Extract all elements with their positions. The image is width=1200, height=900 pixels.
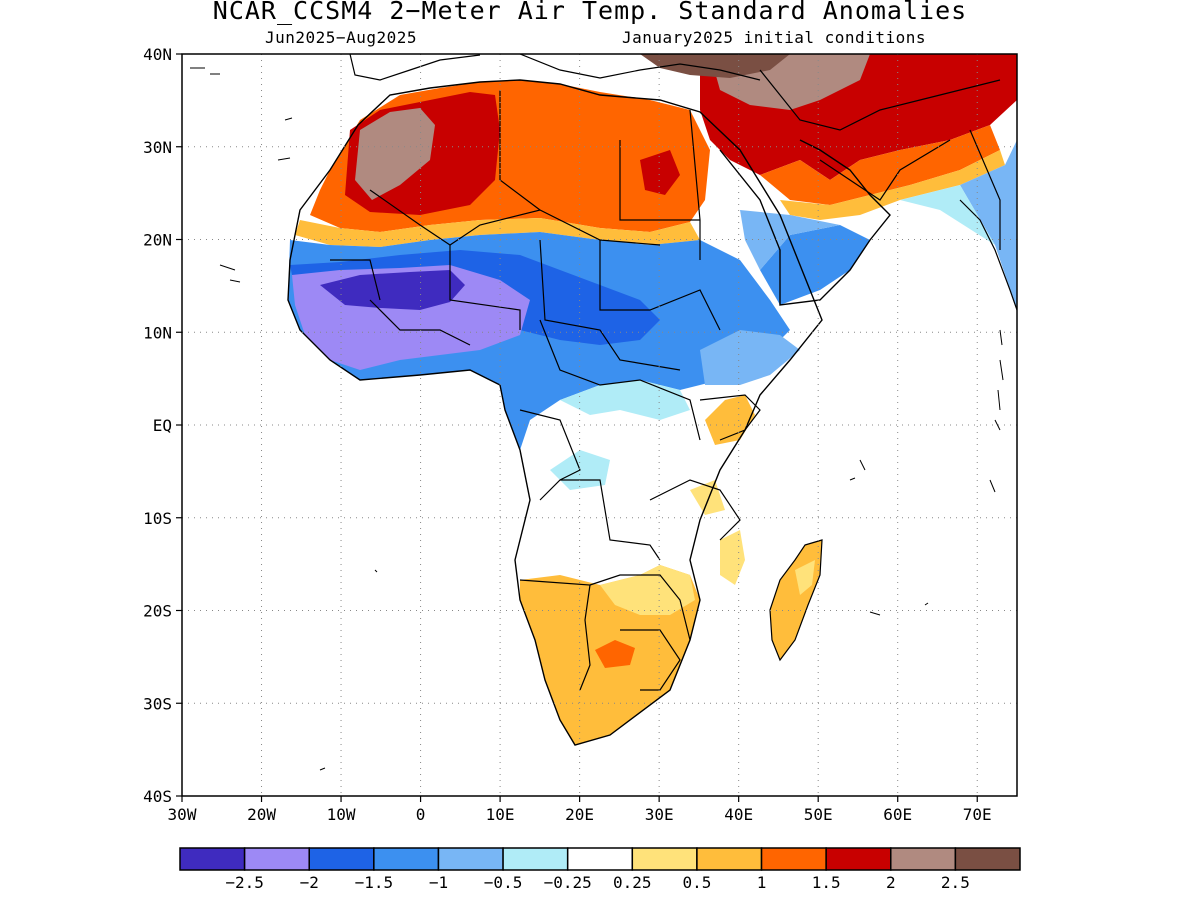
y-tick-label: 30N [143, 138, 172, 157]
colorbar-swatch [308, 847, 375, 871]
anomaly-darkbrown-middle-east [640, 54, 790, 78]
coastline [287, 79, 823, 746]
map-title: NCAR_CCSM4 2−Meter Air Temp. Standard An… [212, 0, 968, 25]
colorbar-label: −1.5 [355, 873, 394, 892]
colorbar-label: −2 [300, 873, 319, 892]
anomaly-lightblue-india [960, 140, 1017, 310]
anomaly-brown-north-africa [355, 108, 435, 200]
europe-coastline [349, 54, 761, 81]
anomaly-palecyan-arabia [900, 185, 995, 245]
colorbar-swatch [890, 847, 957, 871]
subtitle-initial-conditions: January2025 initial conditions [622, 28, 926, 47]
colorbar-swatch [696, 847, 763, 871]
x-tick-label: 10E [486, 805, 515, 824]
anomaly-palecyan-central [560, 380, 690, 420]
colorbar-swatch [566, 847, 634, 871]
anomaly-yellow-zimbabwe [600, 565, 695, 615]
colorbar-swatch [760, 847, 827, 871]
anomaly-darkred-egypt [640, 150, 680, 195]
colorbar: −2.5 −2 −1.5 −1 −0.5 −0.25 0.25 0.5 1 1.5 2 2.5 [179, 847, 1021, 892]
x-tick-label: 40E [724, 805, 753, 824]
colorbar-swatch [437, 847, 504, 871]
anomaly-yellow-east-coast [720, 530, 745, 585]
y-tick-label: 20S [143, 602, 172, 621]
islands [190, 67, 1004, 771]
axes: 30W 20W 10W 0 10E 20E 30E 40E 50E 60E 70E 40N 30N 20N… [143, 45, 992, 824]
x-tick-label: 60E [883, 805, 912, 824]
graticule [182, 54, 1017, 796]
colorbar-label: 0.25 [613, 873, 652, 892]
x-tick-label: 20E [565, 805, 594, 824]
colorbar-swatch [179, 847, 246, 871]
colorbar-label: 1 [757, 873, 767, 892]
x-tick-label: 50E [804, 805, 833, 824]
colorbar-label: 2 [886, 873, 896, 892]
country-borders [330, 69, 1001, 691]
y-tick-label: 20N [143, 231, 172, 250]
colorbar-swatch [502, 847, 569, 871]
y-tick-label: EQ [153, 416, 172, 435]
anomaly-lightblue-saudi [740, 210, 840, 270]
colorbar-swatch [373, 847, 440, 871]
x-tick-label: 10W [327, 805, 356, 824]
anomaly-lightblue-horn [700, 330, 800, 385]
x-tick-label: 30W [168, 805, 197, 824]
x-tick-label: 30E [645, 805, 674, 824]
x-tick-label: 70E [963, 805, 992, 824]
x-tick-label: 20W [247, 805, 276, 824]
colorbar-swatch [954, 847, 1021, 871]
madagascar [769, 539, 823, 662]
arabia-coastline [719, 139, 891, 306]
y-tick-label: 40N [143, 45, 172, 64]
colorbar-label: −2.5 [225, 873, 264, 892]
anomaly-orange-botswana [595, 640, 635, 668]
colorbar-label: 2.5 [941, 873, 970, 892]
india-coastline [959, 199, 1017, 311]
colorbar-swatch [631, 847, 698, 871]
colorbar-label: 1.5 [812, 873, 841, 892]
colorbar-label: −1 [429, 873, 448, 892]
colorbar-label: −0.5 [484, 873, 523, 892]
anomaly-blue-yemen [760, 225, 870, 305]
anomaly-field [190, 54, 1017, 771]
anomaly-indigo-west-africa [320, 270, 465, 310]
y-tick-label: 30S [143, 694, 172, 713]
subtitle-period: Jun2025−Aug2025 [265, 28, 417, 47]
y-tick-label: 10S [143, 509, 172, 528]
colorbar-label: 0.5 [682, 873, 711, 892]
anomaly-gold-east-africa [705, 395, 755, 445]
y-tick-label: 40S [143, 787, 172, 806]
anomaly-orange-arabia [760, 125, 1000, 205]
y-tick-label: 10N [143, 323, 172, 342]
madagascar-yellow [795, 560, 815, 595]
colorbar-label: −0.25 [544, 873, 592, 892]
colorbar-swatch [243, 847, 310, 871]
colorbar-swatch [825, 847, 892, 871]
x-tick-label: 0 [416, 805, 426, 824]
